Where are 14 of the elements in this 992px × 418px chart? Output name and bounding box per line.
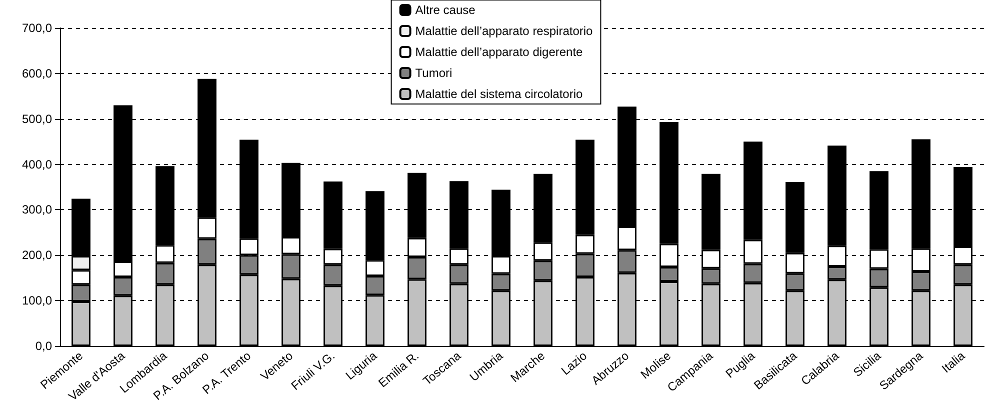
y-tick-label: 200,0 bbox=[22, 248, 52, 262]
y-tick-label: 100,0 bbox=[22, 294, 52, 308]
x-tick-label: Italia bbox=[939, 348, 968, 376]
y-tick-label: 0,0 bbox=[35, 339, 52, 353]
y-tick-label: 500,0 bbox=[22, 112, 52, 126]
legend-label: Malattie del sistema circolatorio bbox=[415, 87, 584, 101]
y-tick-label: 300,0 bbox=[22, 202, 52, 217]
legend-label: Tumori bbox=[415, 66, 452, 80]
y-tick-label: 400,0 bbox=[22, 157, 52, 172]
legend-label: Malattie dell’apparato digerente bbox=[415, 45, 584, 59]
y-tick-label: 700,0 bbox=[22, 21, 52, 35]
legend-label: Altre cause bbox=[415, 3, 476, 17]
legend-label: Malattie dell’apparato respiratorio bbox=[415, 24, 594, 38]
y-tick-label: 600,0 bbox=[22, 66, 52, 80]
